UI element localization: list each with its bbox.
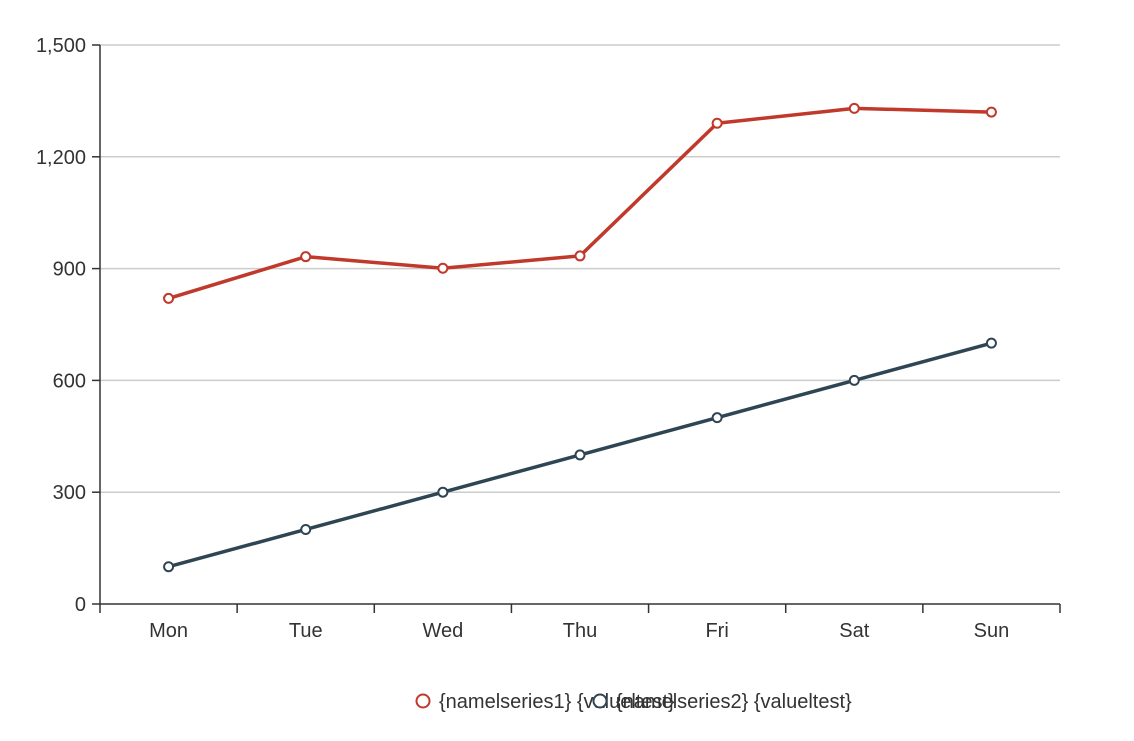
data-point[interactable] bbox=[711, 412, 723, 424]
y-tick-label: 1,500 bbox=[36, 35, 86, 57]
y-tick-label: 900 bbox=[53, 259, 86, 281]
series-1 bbox=[163, 102, 997, 304]
y-tick-label: 300 bbox=[53, 482, 86, 504]
legend-item-series-1[interactable]: {namelseries1} {valueltest} bbox=[415, 691, 676, 713]
data-point[interactable] bbox=[163, 561, 175, 573]
legend-marker-icon bbox=[592, 693, 608, 709]
legend-label: {namelseries2} {valueltest} bbox=[616, 691, 852, 713]
legend-marker-icon bbox=[415, 693, 431, 709]
axes: 0 300 600 900 1,200 1,500 Mon Tue Wed Thu Fri Sat Su… bbox=[36, 35, 1061, 642]
x-tick-label: Wed bbox=[422, 620, 463, 642]
data-point[interactable] bbox=[300, 251, 312, 263]
data-point[interactable] bbox=[574, 250, 586, 262]
data-point[interactable] bbox=[985, 337, 997, 349]
x-tick-label: Sun bbox=[974, 620, 1010, 642]
data-point[interactable] bbox=[574, 449, 586, 461]
data-point[interactable] bbox=[848, 374, 860, 386]
grid-lines bbox=[100, 44, 1060, 493]
x-tick-label: Tue bbox=[289, 620, 323, 642]
y-tick-label: 600 bbox=[53, 370, 86, 392]
data-point[interactable] bbox=[300, 523, 312, 535]
data-point[interactable] bbox=[848, 102, 860, 114]
data-point[interactable] bbox=[163, 292, 175, 304]
y-tick-label: 0 bbox=[75, 594, 86, 616]
legend[interactable]: {namelseries1} {valueltest}{namelseries2… bbox=[415, 691, 853, 713]
data-point[interactable] bbox=[437, 262, 449, 274]
x-tick-label: Fri bbox=[705, 620, 728, 642]
x-tick-label: Mon bbox=[149, 620, 188, 642]
data-point[interactable] bbox=[711, 117, 723, 129]
data-point[interactable] bbox=[985, 106, 997, 118]
series-line bbox=[166, 106, 994, 301]
x-tick-label: Sat bbox=[839, 620, 869, 642]
series-2 bbox=[163, 337, 997, 573]
legend-item-series-2[interactable]: {namelseries2} {valueltest} bbox=[592, 691, 853, 713]
data-point[interactable] bbox=[437, 486, 449, 498]
series-lines bbox=[163, 102, 997, 573]
x-tick-label: Thu bbox=[563, 620, 597, 642]
y-tick-label: 1,200 bbox=[36, 147, 86, 169]
legend-label: {namelseries1} {valueltest} bbox=[439, 691, 675, 713]
